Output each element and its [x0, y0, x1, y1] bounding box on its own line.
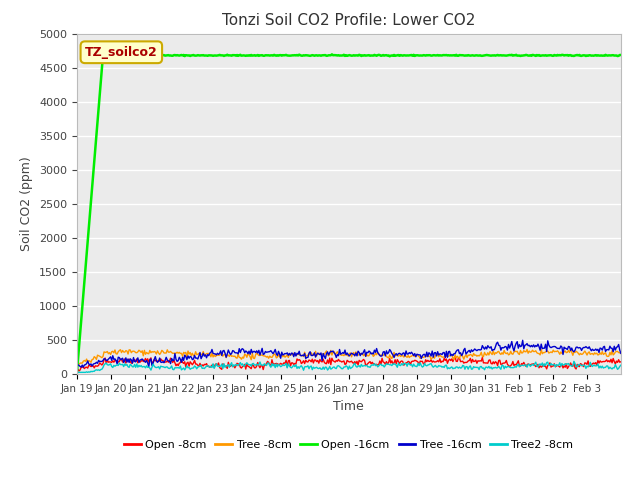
- X-axis label: Time: Time: [333, 400, 364, 413]
- Legend: Open -8cm, Tree -8cm, Open -16cm, Tree -16cm, Tree2 -8cm: Open -8cm, Tree -8cm, Open -16cm, Tree -…: [120, 435, 578, 454]
- Text: TZ_soilco2: TZ_soilco2: [85, 46, 157, 59]
- Y-axis label: Soil CO2 (ppm): Soil CO2 (ppm): [20, 156, 33, 252]
- Title: Tonzi Soil CO2 Profile: Lower CO2: Tonzi Soil CO2 Profile: Lower CO2: [222, 13, 476, 28]
